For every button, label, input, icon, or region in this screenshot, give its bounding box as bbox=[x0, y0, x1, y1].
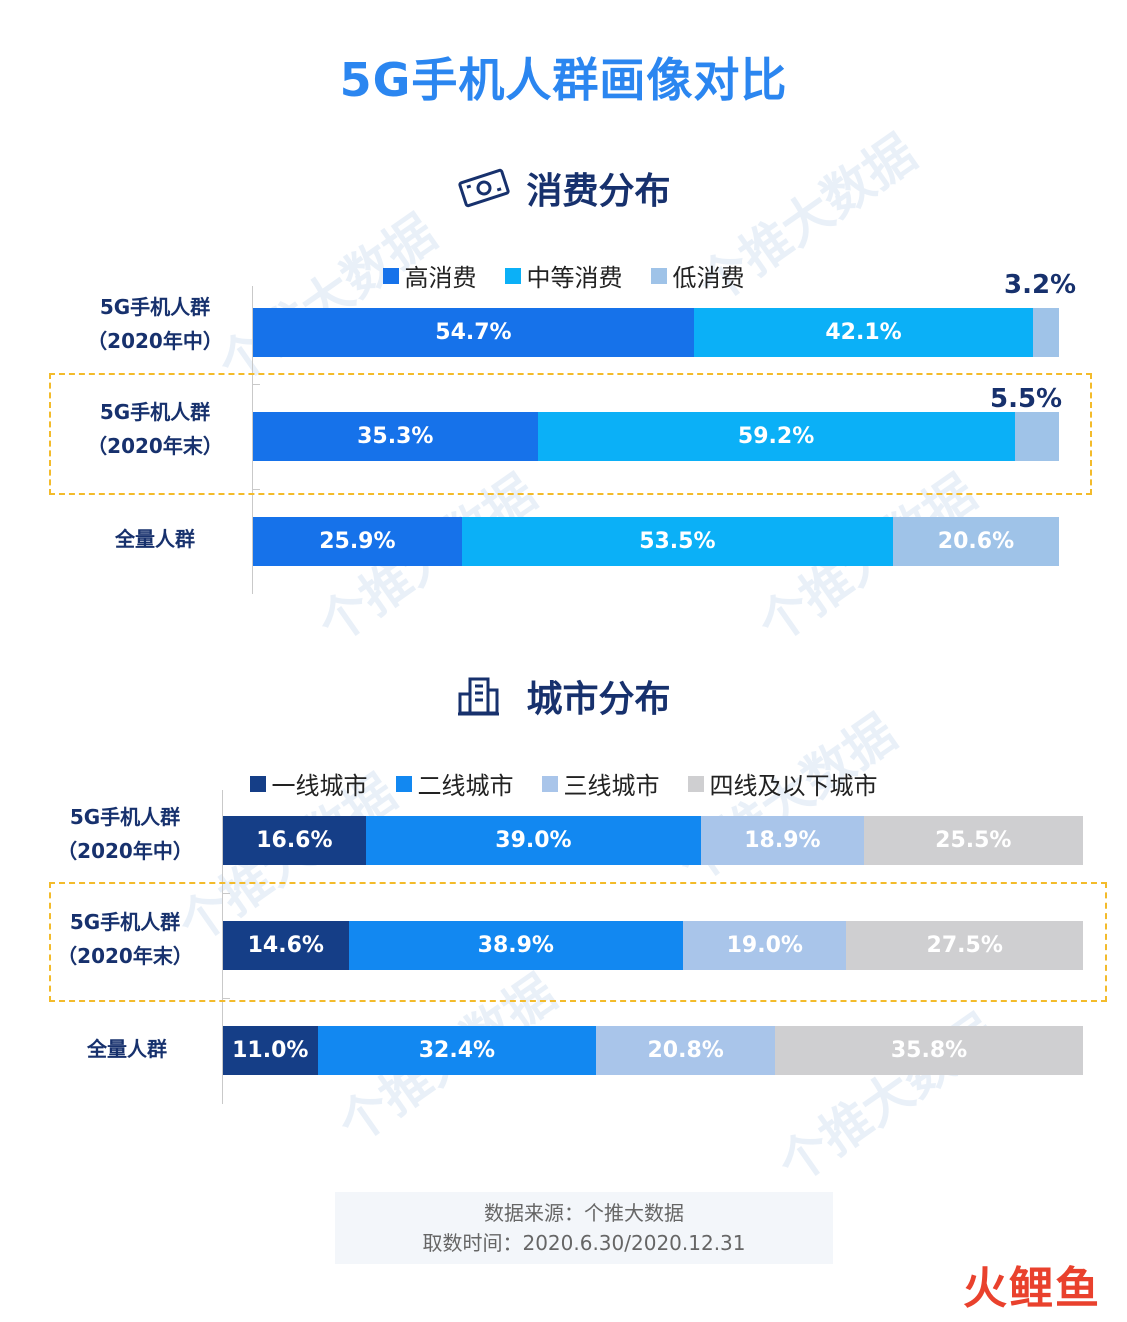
city-legend: 一线城市 二线城市 三线城市 四线及以下城市 bbox=[0, 766, 1127, 801]
stacked-bar: 11.0% 32.4% 20.8% 35.8% bbox=[223, 1026, 1083, 1075]
data-label: 5.5% bbox=[990, 384, 1063, 414]
legend-swatch bbox=[395, 775, 412, 792]
brand-logo-part: 鲤鱼 bbox=[1009, 1263, 1101, 1314]
legend-label: 一线城市 bbox=[271, 772, 368, 800]
source-note: 数据来源：个推大数据 取数时间：2020.6.30/2020.12.31 bbox=[335, 1192, 833, 1264]
axis-tick bbox=[222, 893, 230, 894]
row-label-line: 5G手机人群 bbox=[69, 805, 181, 829]
legend-item: 高消费 bbox=[382, 258, 477, 293]
consumption-heading: 消费分布 bbox=[0, 162, 1127, 214]
bar-segment: 19.0% bbox=[683, 921, 847, 970]
brand-logo-part: 火 bbox=[963, 1263, 1009, 1314]
bar-segment bbox=[1033, 308, 1059, 357]
axis-tick bbox=[252, 384, 260, 385]
legend-label: 高消费 bbox=[404, 264, 477, 292]
bar-segment: 32.4% bbox=[317, 1026, 597, 1075]
bar-segment: 20.8% bbox=[596, 1026, 776, 1075]
row-label-line: 5G手机人群 bbox=[69, 910, 181, 934]
source-date-line: 取数时间：2020.6.30/2020.12.31 bbox=[422, 1231, 746, 1255]
page-title: 5G手机人群画像对比 bbox=[339, 53, 788, 107]
highlight-box bbox=[49, 882, 1107, 1002]
source-line: 数据来源：个推大数据 bbox=[484, 1201, 684, 1225]
bar-segment: 11.0% bbox=[223, 1026, 318, 1075]
bar-segment: 25.5% bbox=[863, 816, 1083, 865]
bar-segment: 25.9% bbox=[253, 517, 462, 566]
bar-segment: 35.8% bbox=[775, 1026, 1083, 1075]
bar-segment: 14.6% bbox=[223, 921, 349, 970]
axis-line bbox=[222, 790, 223, 1104]
row-label: 5G手机人群 （2020年末） bbox=[60, 395, 250, 463]
bar-segment: 39.0% bbox=[365, 816, 702, 865]
row-label-line: （2020年中） bbox=[57, 839, 193, 863]
legend-label: 三线城市 bbox=[563, 772, 660, 800]
row-label-line: 5G手机人群 bbox=[99, 295, 211, 319]
bar-segment: 16.6% bbox=[223, 816, 366, 865]
row-label-line: （2020年末） bbox=[87, 434, 223, 458]
row-label: 全量人群 bbox=[60, 522, 250, 556]
legend-swatch bbox=[504, 267, 521, 284]
section-title: 消费分布 bbox=[526, 171, 671, 212]
bar-segment bbox=[1014, 412, 1059, 461]
legend-swatch bbox=[382, 267, 399, 284]
legend-item: 三线城市 bbox=[541, 766, 660, 801]
legend-item: 二线城市 bbox=[395, 766, 514, 801]
bar-segment: 20.6% bbox=[892, 517, 1059, 566]
stacked-bar: 25.9% 53.5% 20.6% bbox=[253, 517, 1059, 566]
legend-label: 低消费 bbox=[672, 264, 745, 292]
row-label-line: 全量人群 bbox=[115, 527, 195, 551]
bar-segment: 38.9% bbox=[348, 921, 684, 970]
bar-segment: 35.3% bbox=[253, 412, 538, 461]
bar-segment: 27.5% bbox=[846, 921, 1083, 970]
stacked-bar: 35.3% 59.2% bbox=[253, 412, 1059, 461]
row-label: 全量人群 bbox=[52, 1032, 202, 1066]
legend-item: 低消费 bbox=[650, 258, 745, 293]
stacked-bar: 16.6% 39.0% 18.9% 25.5% bbox=[223, 816, 1083, 865]
consumption-legend: 高消费 中等消费 低消费 bbox=[0, 258, 1127, 293]
stacked-bar: 14.6% 38.9% 19.0% 27.5% bbox=[223, 921, 1083, 970]
bar-segment: 18.9% bbox=[701, 816, 864, 865]
row-label: 5G手机人群 （2020年中） bbox=[60, 290, 250, 358]
axis-tick bbox=[252, 489, 260, 490]
row-label: 5G手机人群 （2020年中） bbox=[30, 800, 220, 868]
legend-swatch bbox=[650, 267, 667, 284]
legend-item: 四线及以下城市 bbox=[687, 766, 878, 801]
highlight-box bbox=[49, 373, 1092, 495]
city-heading: 城市分布 bbox=[0, 670, 1127, 722]
building-icon bbox=[456, 674, 512, 718]
legend-label: 二线城市 bbox=[417, 772, 514, 800]
money-icon bbox=[456, 166, 512, 210]
legend-swatch bbox=[249, 775, 266, 792]
legend-swatch bbox=[687, 775, 704, 792]
legend-label: 中等消费 bbox=[526, 264, 623, 292]
stacked-bar: 54.7% 42.1% bbox=[253, 308, 1059, 357]
bar-segment: 42.1% bbox=[693, 308, 1034, 357]
axis-line bbox=[252, 286, 253, 594]
bar-segment: 54.7% bbox=[253, 308, 694, 357]
legend-item: 中等消费 bbox=[504, 258, 623, 293]
row-label-line: 5G手机人群 bbox=[99, 400, 211, 424]
row-label-line: 全量人群 bbox=[87, 1037, 167, 1061]
bar-segment: 53.5% bbox=[461, 517, 893, 566]
legend-label: 四线及以下城市 bbox=[709, 772, 878, 800]
data-label: 3.2% bbox=[1004, 270, 1077, 300]
axis-tick bbox=[222, 998, 230, 999]
brand-logo: 火鲤鱼 bbox=[963, 1252, 1101, 1316]
row-label-line: （2020年末） bbox=[57, 944, 193, 968]
row-label-line: （2020年中） bbox=[87, 329, 223, 353]
section-title: 城市分布 bbox=[526, 679, 671, 720]
legend-item: 一线城市 bbox=[249, 766, 368, 801]
legend-swatch bbox=[541, 775, 558, 792]
row-label: 5G手机人群 （2020年末） bbox=[30, 905, 220, 973]
bar-segment: 59.2% bbox=[537, 412, 1015, 461]
